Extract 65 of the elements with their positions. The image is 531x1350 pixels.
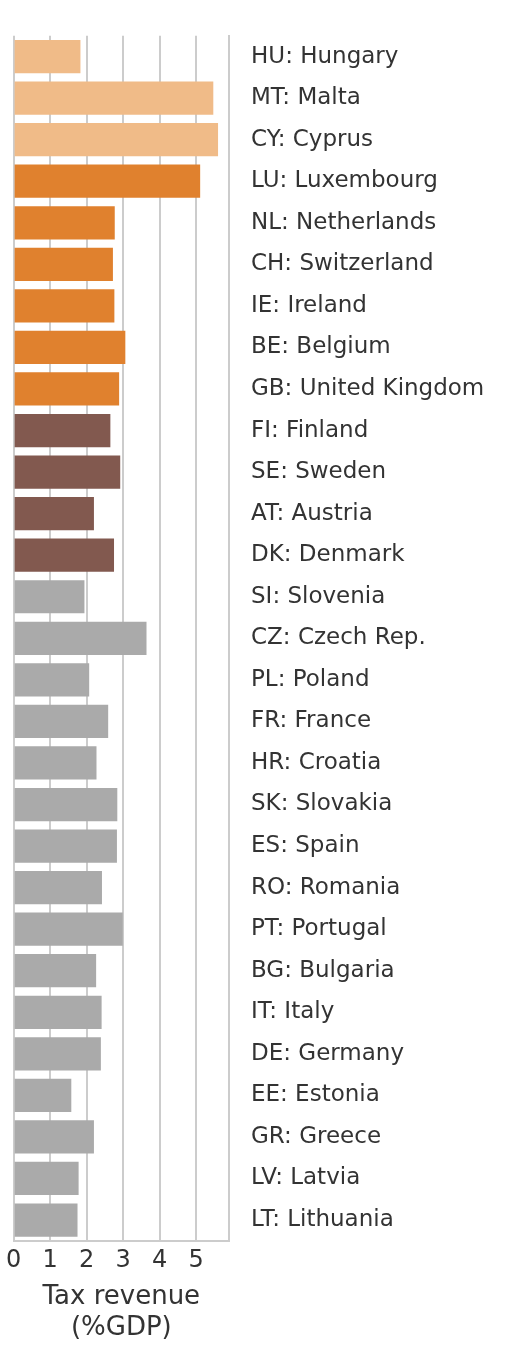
y-tick-label: LT: Lithuania [251, 1204, 394, 1231]
bar [14, 538, 115, 572]
bar [14, 330, 126, 365]
x-axis-title: Tax revenue (%GDP) [41, 1279, 201, 1342]
bar [14, 455, 121, 489]
y-tick-label: CY: Cyprus [251, 124, 373, 151]
y-tick-label: DE: Germany [251, 1038, 405, 1065]
y-tick-label: LV: Latvia [251, 1163, 361, 1190]
y-tick-label: PL: Poland [251, 664, 370, 691]
y-tick-label: FI: Finland [251, 415, 369, 442]
bar [14, 164, 201, 198]
bar [14, 289, 115, 323]
bar [14, 829, 117, 863]
y-tick-label: AT: Austria [251, 498, 373, 525]
y-tick-label: EE: Estonia [251, 1080, 380, 1107]
x-tick-label: 4 [152, 1245, 168, 1274]
bar [14, 372, 120, 406]
bar [14, 123, 219, 157]
y-tick-label: GR: Greece [251, 1121, 382, 1148]
y-tick-label: SI: Slovenia [251, 581, 386, 608]
bar [14, 39, 81, 74]
y-tick-label: SK: Slovakia [251, 789, 393, 816]
bar [14, 995, 102, 1029]
bar [14, 704, 109, 739]
bar [14, 1037, 101, 1071]
y-tick-label: SE: Sweden [251, 457, 387, 484]
bar [14, 870, 102, 905]
x-tick-label: 3 [115, 1245, 131, 1274]
y-tick-label: HU: Hungary [251, 41, 399, 68]
y-tick-label: BE: Belgium [251, 332, 391, 359]
bar [14, 1120, 94, 1154]
y-tick-label: CZ: Czech Rep. [251, 623, 426, 650]
x-tick-label: 5 [188, 1245, 204, 1274]
y-tick-label: MT: Malta [251, 83, 361, 110]
bar [14, 1161, 79, 1196]
y-tick-label: GB: United Kingdom [251, 373, 485, 400]
x-tick-label: 1 [42, 1245, 58, 1274]
bar [14, 497, 94, 531]
bar [14, 746, 97, 780]
y-tick-label: PT: Portugal [251, 914, 387, 941]
bar [14, 1203, 78, 1237]
y-tick-label: IT: Italy [251, 997, 335, 1024]
y-tick-label: ES: Spain [251, 831, 360, 858]
x-tick-label: 0 [5, 1245, 22, 1274]
y-tick-label: NL: Netherlands [251, 207, 437, 234]
bar [14, 912, 123, 946]
bar [14, 580, 85, 614]
bar [14, 663, 90, 697]
y-tick-label: DK: Denmark [251, 540, 406, 567]
y-tick-label: HR: Croatia [251, 747, 382, 774]
y-tick-label: IE: Ireland [251, 290, 367, 317]
bar [14, 954, 97, 988]
bar [14, 413, 111, 448]
bar [14, 81, 214, 115]
y-tick-label: FR: France [251, 706, 372, 733]
bar [14, 1078, 72, 1112]
bar [14, 621, 147, 655]
bar [14, 787, 118, 822]
bar [14, 206, 115, 240]
bar [14, 247, 113, 281]
y-tick-label: LU: Luxembourg [251, 166, 438, 193]
y-tick-label: RO: Romania [251, 872, 401, 899]
y-tick-label: CH: Switzerland [251, 249, 434, 276]
y-tick-label: BG: Bulgaria [251, 955, 395, 982]
x-tick-label: 2 [79, 1245, 95, 1274]
